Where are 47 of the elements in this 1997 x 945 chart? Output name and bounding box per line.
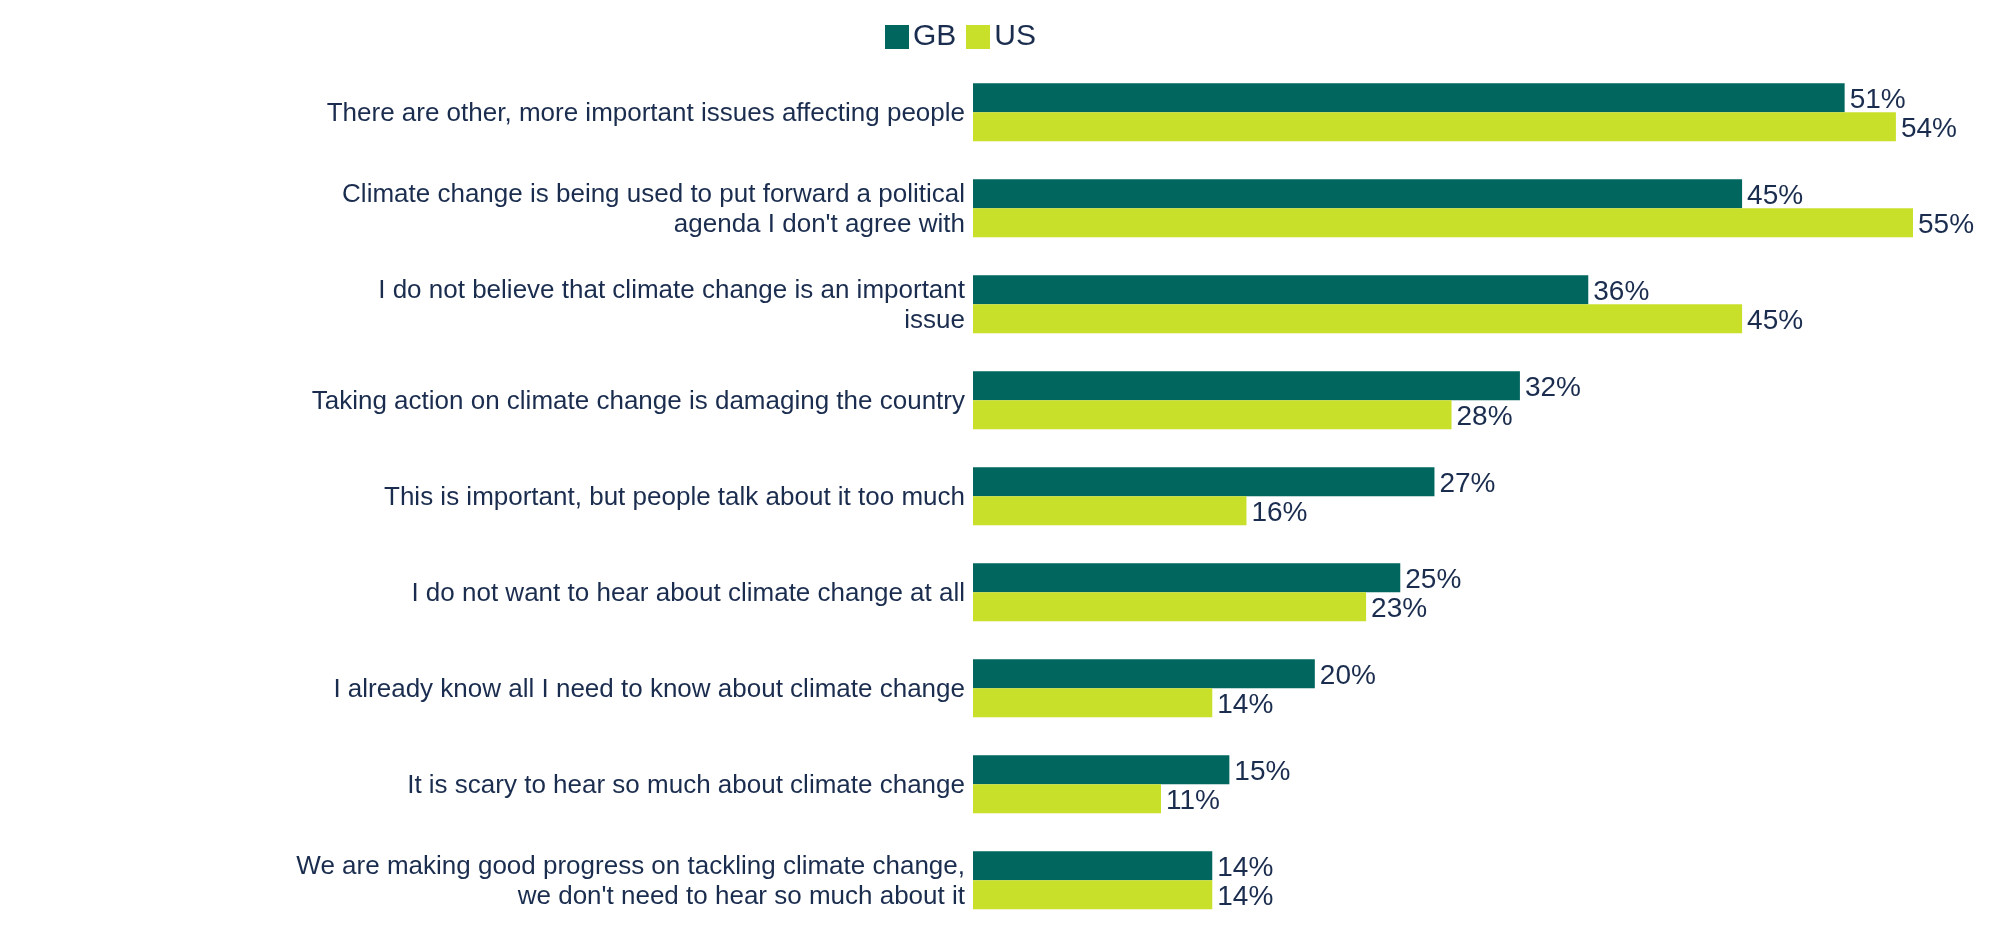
data-label: 28% <box>1456 399 1513 431</box>
y-tick-label: I already know all I need to know about climate change <box>333 673 965 703</box>
data-label: 36% <box>1593 274 1650 306</box>
data-label: 45% <box>1747 303 1804 335</box>
bar <box>973 880 1213 910</box>
bar <box>973 179 1743 209</box>
bar <box>973 112 1896 142</box>
bar <box>973 755 1230 785</box>
data-label: 54% <box>1900 111 1957 143</box>
bar <box>973 688 1213 718</box>
data-label: 11% <box>1166 783 1220 815</box>
y-tick-label: We are making good progress on tackling climate change, we don't need to hear so much about it <box>296 850 966 910</box>
bar <box>973 592 1367 622</box>
data-label: 45% <box>1747 178 1804 210</box>
y-tick-label: It is scary to hear so much about climate change <box>407 769 965 799</box>
bar <box>973 83 1845 113</box>
y-tick-label: This is important, but people talk about it too much <box>384 481 965 511</box>
data-label: 51% <box>1849 82 1906 114</box>
data-label: 20% <box>1319 658 1376 690</box>
bar <box>973 275 1589 305</box>
bar <box>973 304 1743 334</box>
data-label: 55% <box>1918 207 1975 239</box>
y-tick-label: There are other, more important issues affecting people <box>326 97 965 127</box>
y-tick-label: Climate change is being used to put forward a political agenda I don't agree with <box>342 178 965 238</box>
bar <box>973 659 1315 689</box>
data-label: 14% <box>1217 850 1274 882</box>
bar <box>973 563 1401 593</box>
legend-label: GB <box>912 18 957 51</box>
data-label: 15% <box>1234 754 1291 786</box>
bar <box>973 496 1247 526</box>
bar <box>973 371 1520 401</box>
bar <box>973 784 1161 814</box>
bar <box>973 851 1213 881</box>
legend-label: US <box>994 18 1037 51</box>
y-tick-label: I do not believe that climate change is an important issue <box>378 274 966 334</box>
data-label: 32% <box>1524 370 1581 402</box>
y-tick-label: Taking action on climate change is damaging the country <box>311 385 965 415</box>
data-label: 14% <box>1217 879 1274 911</box>
y-tick-label: I do not want to hear about climate change at all <box>411 577 965 607</box>
data-label: 16% <box>1251 495 1308 527</box>
bar <box>973 208 1913 238</box>
bar <box>973 400 1452 430</box>
data-label: 14% <box>1217 687 1274 719</box>
data-label: 25% <box>1405 562 1462 594</box>
data-label: 27% <box>1439 466 1496 498</box>
bar <box>973 467 1435 497</box>
data-label: 23% <box>1371 591 1428 623</box>
